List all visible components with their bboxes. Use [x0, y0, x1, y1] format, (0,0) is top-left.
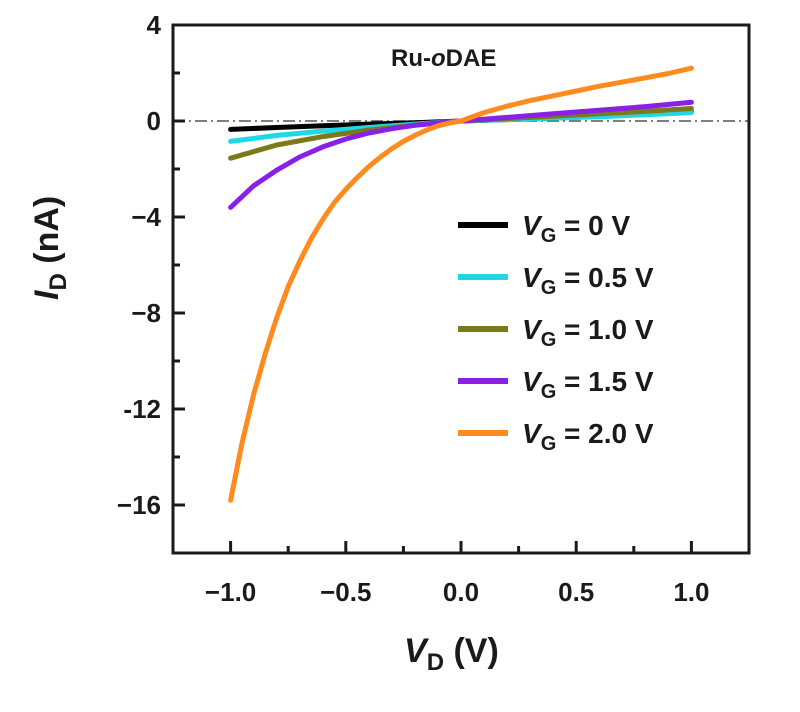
x-tick-label: 0.5 [558, 577, 594, 607]
legend-label-3: VG = 1.5 V [522, 366, 654, 403]
y-axis-unit: (nA) [28, 196, 66, 264]
annotation-prefix: Ru- [391, 45, 431, 72]
legend-label-1: VG = 0.5 V [522, 262, 654, 299]
x-axis-title: VD (V) [404, 632, 499, 676]
y-axis-title: ID (nA) [28, 196, 72, 300]
x-axis-ticks: −1.0 −0.5 0.0 0.5 1.0 [171, 541, 751, 607]
y-axis-symbol: I [28, 289, 66, 300]
legend-label-0: VG = 0 V [522, 210, 631, 247]
chart-annotation: Ru-oDAE [391, 45, 496, 72]
x-axis-subscript: D [427, 649, 444, 676]
x-tick-label: −1.0 [205, 577, 256, 607]
x-axis-symbol: V [404, 632, 430, 670]
y-axis-ticks: 4 0 −4 −8 -12 −16 [117, 10, 185, 555]
annotation-italic: o [431, 45, 446, 72]
x-axis-unit: (V) [453, 632, 498, 670]
y-tick-label: 0 [147, 106, 161, 136]
legend-label-4: VG = 2.0 V [522, 418, 654, 455]
y-axis-subscript: D [45, 273, 72, 290]
y-tick-label: −8 [131, 298, 161, 328]
x-tick-label: 1.0 [673, 577, 709, 607]
x-tick-label: 0.0 [443, 577, 479, 607]
legend: VG = 0 V VG = 0.5 V VG = 1.0 V VG = 1.5 V VG… [458, 210, 654, 455]
y-tick-label: 4 [147, 10, 162, 40]
legend-label-2: VG = 1.0 V [522, 314, 654, 351]
series-line-3 [228, 99, 694, 210]
y-tick-label: −4 [131, 202, 161, 232]
y-tick-label: −16 [117, 490, 161, 520]
series-line-4 [228, 65, 694, 503]
y-tick-label: -12 [123, 394, 161, 424]
x-tick-label: −0.5 [320, 577, 371, 607]
annotation-suffix: DAE [446, 45, 497, 72]
series-lines [228, 65, 694, 503]
